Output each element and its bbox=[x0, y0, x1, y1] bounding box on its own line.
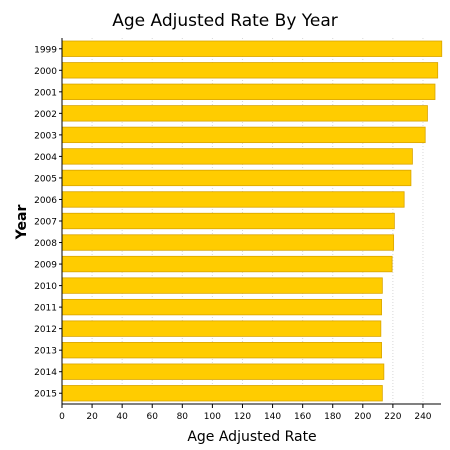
bar-2001 bbox=[61, 83, 436, 100]
y-tick-label: 2003 bbox=[34, 131, 57, 141]
y-tick-label: 1999 bbox=[34, 45, 57, 55]
y-tick-label: 2001 bbox=[34, 88, 57, 98]
y-tick-label: 2002 bbox=[34, 110, 57, 120]
bar-2005 bbox=[61, 169, 412, 187]
y-tick-labels: 1999 2000 2001 2002 2003 2004 2005 2006 2007 2008… bbox=[34, 45, 57, 399]
bar-2015 bbox=[61, 385, 383, 402]
bar-2006 bbox=[61, 191, 405, 208]
y-tick-label: 2013 bbox=[34, 347, 57, 357]
bar-2003 bbox=[61, 126, 426, 144]
bar-2014 bbox=[61, 363, 385, 380]
x-tick-label: 160 bbox=[294, 412, 311, 422]
bar-2013 bbox=[61, 342, 382, 359]
bar-1999 bbox=[61, 40, 443, 57]
bar-2012 bbox=[61, 320, 382, 337]
bar-2010 bbox=[61, 277, 383, 294]
y-tick-label: 2011 bbox=[34, 304, 57, 314]
x-tick-label: 120 bbox=[234, 412, 251, 422]
x-tick-label: 0 bbox=[59, 412, 65, 422]
y-tick-label: 2000 bbox=[34, 67, 57, 77]
y-tick-label: 2006 bbox=[34, 196, 57, 206]
y-tick-label: 2010 bbox=[34, 282, 57, 292]
y-tick-label: 2008 bbox=[34, 239, 57, 249]
y-tick-label: 2004 bbox=[34, 153, 57, 163]
x-tick-label: 240 bbox=[414, 412, 431, 422]
x-tick-label: 80 bbox=[177, 412, 189, 422]
bar-2009 bbox=[61, 255, 393, 273]
x-axis-label: Age Adjusted Rate bbox=[187, 429, 316, 445]
y-tick-label: 2015 bbox=[34, 390, 57, 400]
x-tick-label: 40 bbox=[116, 412, 128, 422]
x-tick-label: 60 bbox=[147, 412, 159, 422]
bar-2007 bbox=[61, 212, 395, 230]
y-axis-label: Year bbox=[14, 205, 30, 241]
y-tick-label: 2014 bbox=[34, 368, 57, 378]
x-tick-labels: 0 20 40 60 80 100 120 140 160 180 200 220 240 bbox=[59, 412, 432, 422]
x-tick-label: 140 bbox=[264, 412, 281, 422]
y-tick-label: 2012 bbox=[34, 325, 57, 335]
bar-2011 bbox=[61, 298, 382, 316]
bar-2004 bbox=[61, 148, 413, 165]
y-tick-label: 2009 bbox=[34, 261, 57, 271]
chart-title: Age Adjusted Rate By Year bbox=[112, 11, 338, 31]
bar-2002 bbox=[61, 105, 428, 122]
y-tick-label: 2007 bbox=[34, 218, 57, 228]
axes bbox=[59, 38, 441, 408]
bar-2000 bbox=[61, 62, 439, 79]
x-tick-label: 200 bbox=[354, 412, 371, 422]
bar-2008 bbox=[61, 234, 395, 251]
x-tick-label: 20 bbox=[86, 412, 98, 422]
x-tick-label: 220 bbox=[384, 412, 401, 422]
y-tick-label: 2005 bbox=[34, 174, 57, 184]
x-tick-label: 100 bbox=[204, 412, 221, 422]
x-tick-label: 180 bbox=[324, 412, 341, 422]
bars bbox=[61, 40, 443, 402]
